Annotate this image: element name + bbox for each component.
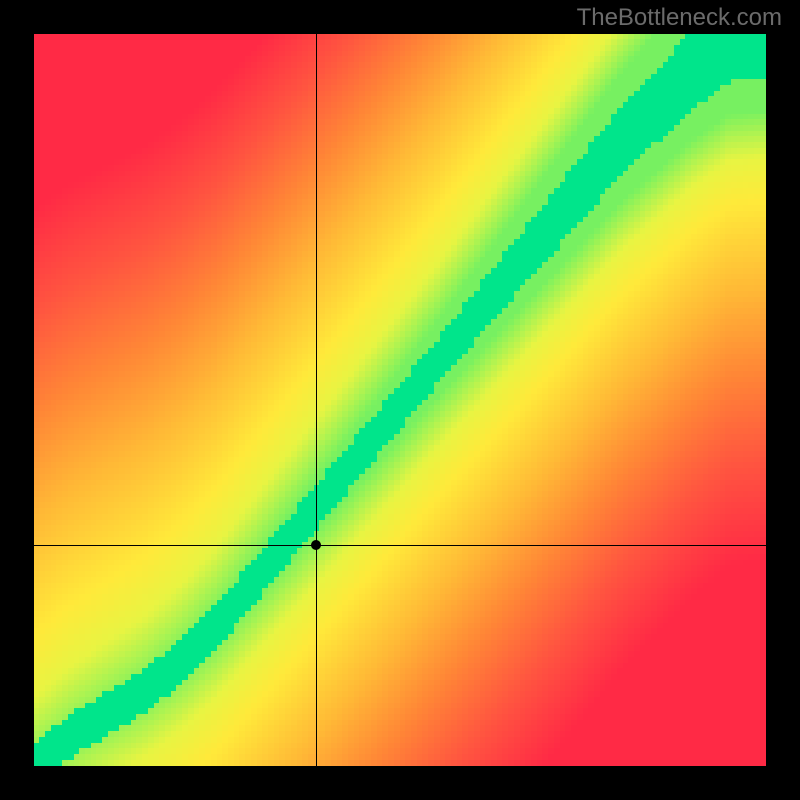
crosshair-vertical [316, 34, 317, 766]
watermark-text: TheBottleneck.com [577, 4, 782, 32]
chart-container: TheBottleneck.com [0, 0, 800, 800]
heatmap-canvas [34, 34, 766, 766]
crosshair-horizontal [34, 545, 766, 546]
crosshair-marker [311, 540, 321, 550]
